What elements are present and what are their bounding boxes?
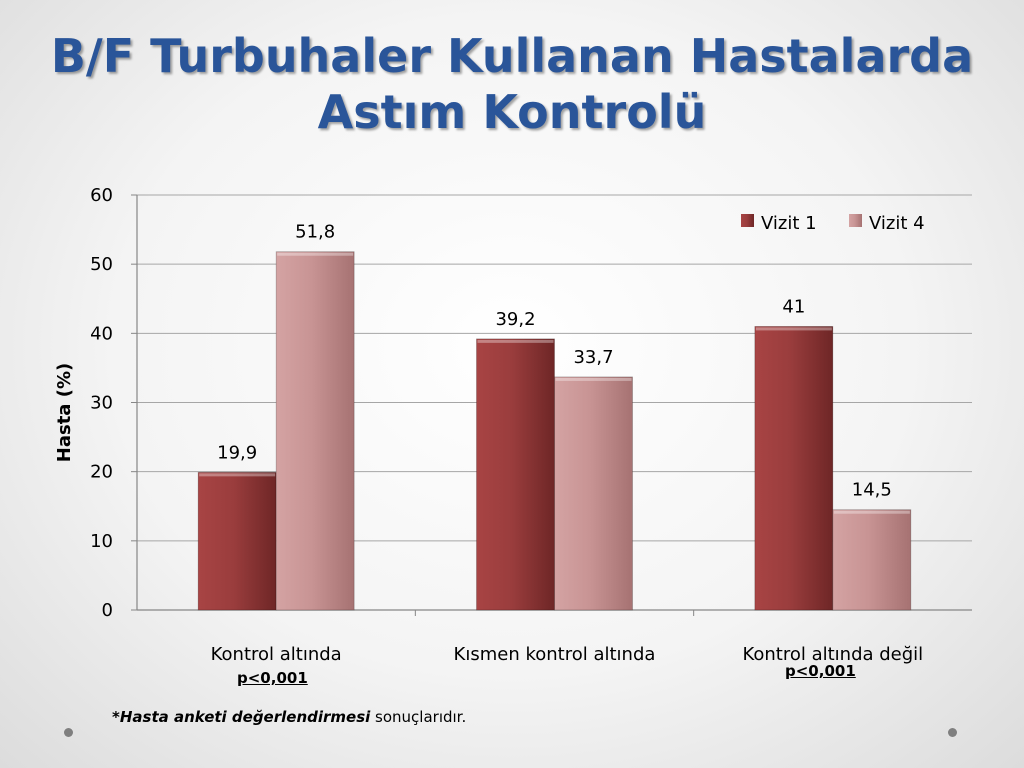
y-tick-label: 10 (90, 531, 113, 552)
y-tick-label: 30 (90, 393, 113, 414)
p-value-kontrol-altinda: p<0,001 (237, 669, 308, 687)
y-axis-label: Hasta (%) (54, 363, 75, 462)
bar-highlight (755, 327, 832, 331)
x-category-label: Kontrol altında (211, 644, 342, 665)
data-label: 19,9 (217, 442, 257, 463)
data-label: 33,7 (573, 347, 613, 368)
data-label: 14,5 (852, 480, 892, 501)
footnote-rest: sonuçlarıdır. (370, 708, 467, 726)
y-tick-label: 50 (90, 254, 113, 275)
y-tick-label: 60 (90, 185, 113, 206)
legend-swatch (741, 214, 754, 227)
bar-highlight (199, 473, 276, 477)
footnote: *Hasta anketi değerlendirmesi sonuçlarıd… (112, 708, 466, 726)
right-bullet-dot (948, 728, 957, 737)
title-line-1: B/F Turbuhaler Kullanan Hastalarda (50, 29, 974, 83)
bar-1-2 (476, 338, 555, 611)
bar-1-3 (754, 326, 834, 611)
y-tick-label: 0 (102, 600, 113, 621)
bar-highlight (555, 377, 632, 381)
legend-label: Vizit 4 (869, 213, 925, 234)
x-category-label: Kısmen kontrol altında (454, 644, 656, 665)
legend-label: Vizit 1 (761, 213, 817, 234)
footnote-bold: *Hasta anketi değerlendirmesi (112, 708, 371, 726)
data-label: 51,8 (295, 222, 335, 243)
data-labels: 19,9 51,8 39,2 33,7 41 14,5 (217, 222, 892, 501)
data-label: 39,2 (495, 309, 535, 330)
bar-highlight (277, 252, 354, 256)
y-tick-label: 20 (90, 462, 113, 483)
bar-2-3 (832, 509, 912, 611)
slide-title: B/F Turbuhaler Kullanan Hastalarda Astım… (0, 28, 1024, 140)
x-category-label: Kontrol altında değil (742, 644, 923, 665)
bar-highlight (477, 339, 554, 343)
bar-2-1 (275, 251, 355, 611)
bar-chart: 0 10 20 30 40 50 60 Hasta (%) Kontrol altında Kıs… (54, 185, 972, 665)
left-bullet-dot (64, 728, 73, 737)
legend-swatch (849, 214, 862, 227)
data-label: 41 (782, 296, 805, 317)
title-line-2: Astım Kontrolü (317, 85, 707, 139)
bar-highlight (833, 510, 910, 514)
bars (197, 251, 912, 611)
legend: Vizit 1 Vizit 4 (741, 213, 925, 234)
bar-2-2 (554, 376, 633, 611)
bar-1-1 (197, 471, 277, 611)
p-value-kontrol-altinda-degil: p<0,001 (785, 662, 856, 680)
y-tick-label: 40 (90, 323, 113, 344)
